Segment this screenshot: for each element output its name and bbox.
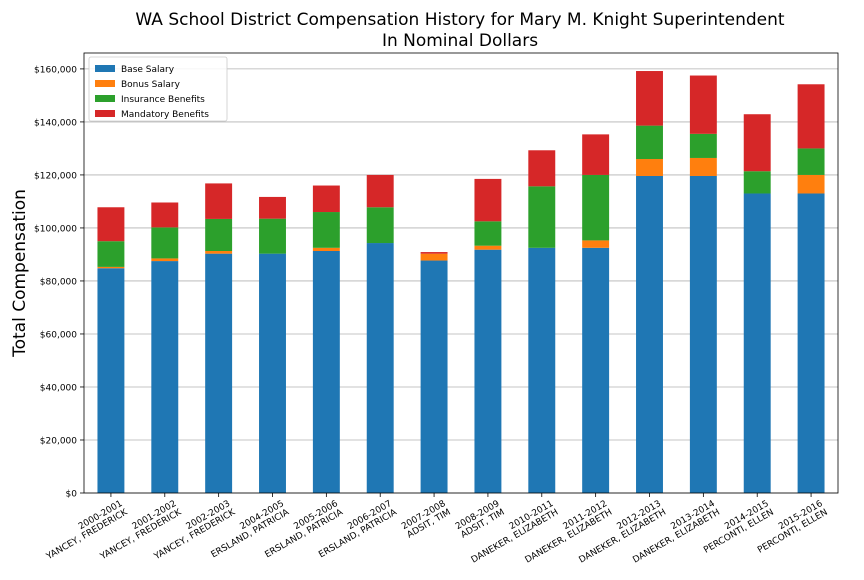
- bar-segment: [259, 196, 286, 219]
- bar-segment: [474, 178, 502, 222]
- bar-segment: [474, 221, 502, 246]
- bar-segment: [366, 207, 394, 244]
- legend-label: Insurance Benefits: [121, 95, 205, 105]
- legend-label: Bonus Salary: [121, 80, 181, 90]
- y-tick-label: $80,000: [40, 277, 77, 287]
- bar-segment: [420, 260, 448, 493]
- legend-label: Mandatory Benefits: [121, 110, 209, 120]
- bar-segment: [151, 258, 179, 262]
- bar-segment: [743, 114, 771, 172]
- bar-segment: [151, 202, 179, 228]
- bar-segment: [474, 249, 502, 493]
- bar-segment: [636, 175, 663, 493]
- y-axis-label: Total Compensation: [10, 189, 30, 358]
- bar-segment: [312, 247, 340, 251]
- bar-segment: [582, 247, 610, 493]
- bar-segment: [797, 193, 825, 493]
- bar-segment: [689, 157, 717, 176]
- bar-layer: [97, 71, 825, 493]
- bar-segment: [205, 253, 233, 493]
- bar-segment: [205, 218, 233, 251]
- legend-label: Base Salary: [121, 65, 175, 75]
- bar-segment: [528, 186, 556, 248]
- plot-frame: [83, 52, 839, 494]
- bar-segment: [797, 148, 825, 175]
- bar-segment: [582, 134, 610, 175]
- bar-segment: [689, 175, 717, 493]
- legend-box: [88, 56, 228, 122]
- bar-segment: [312, 212, 340, 248]
- bar-segment: [797, 174, 825, 194]
- legend-swatch: [95, 80, 115, 87]
- bar-segment: [97, 207, 125, 242]
- y-tick-label: $60,000: [40, 330, 77, 340]
- bar-segment: [689, 133, 717, 158]
- bar-segment: [797, 84, 825, 149]
- y-tick-label: $40,000: [40, 383, 77, 393]
- y-tick-label: $20,000: [40, 436, 77, 446]
- y-tick-label: $160,000: [34, 65, 77, 75]
- bar-segment: [151, 227, 179, 259]
- bar-segment: [474, 245, 502, 250]
- bar-segment: [366, 174, 394, 208]
- y-tick-label: $140,000: [34, 118, 77, 128]
- bar-segment: [366, 243, 394, 493]
- bar-segment: [582, 174, 610, 241]
- bar-segment: [259, 218, 286, 254]
- bar-segment: [582, 240, 610, 248]
- y-tick-label: $120,000: [34, 171, 77, 181]
- bar-segment: [97, 268, 125, 493]
- legend-swatch: [95, 65, 115, 72]
- bar-segment: [636, 125, 663, 160]
- x-tick-sublabel: YANCEY, FREDERICK: [44, 507, 130, 563]
- bar-segment: [259, 253, 286, 493]
- legend: Base Salary Bonus Salary Insurance Benefit…: [88, 56, 228, 122]
- bar-segment: [205, 251, 233, 254]
- bar-segment: [312, 185, 340, 213]
- bar-segment: [743, 193, 771, 493]
- bar-segment: [743, 171, 771, 194]
- bar-segment: [528, 150, 556, 187]
- bar-segment: [312, 251, 340, 493]
- bar-segment: [528, 247, 556, 493]
- bar-segment: [689, 75, 717, 134]
- legend-swatch: [95, 110, 115, 117]
- grid-layer: [84, 68, 838, 494]
- chart-subtitle: In Nominal Dollars: [382, 31, 538, 51]
- bar-segment: [636, 71, 663, 126]
- chart-title: WA School District Compensation History …: [135, 10, 784, 30]
- y-tick-label: $100,000: [34, 224, 77, 234]
- bar-segment: [420, 253, 448, 261]
- bar-segment: [97, 241, 125, 267]
- bar-segment: [636, 159, 663, 176]
- bar-segment: [97, 266, 125, 269]
- bar-segment: [205, 183, 233, 219]
- bar-segment: [151, 261, 179, 493]
- y-tick-label: $0: [66, 490, 78, 500]
- legend-swatch: [95, 95, 115, 102]
- bar-segment: [420, 252, 448, 254]
